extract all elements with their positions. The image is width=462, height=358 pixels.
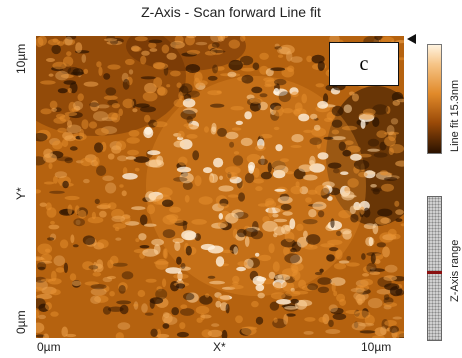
panel-label: c xyxy=(360,53,369,76)
pointer-marker-icon xyxy=(407,34,416,44)
x-axis-label: X* xyxy=(213,340,226,354)
scan-title: Z-Axis - Scan forward Line fit xyxy=(0,4,462,20)
x-axis-right-label: 10µm xyxy=(361,340,391,354)
color-scale-bar xyxy=(427,44,442,154)
y-axis-label: Y* xyxy=(14,187,28,200)
y-axis-top-label: 10µm xyxy=(14,44,28,74)
y-axis-bottom-label: 0µm xyxy=(14,310,28,334)
panel-label-box: c xyxy=(329,42,399,86)
z-range-label: Z-Axis range xyxy=(449,240,461,302)
x-axis-left-label: 0µm xyxy=(37,340,61,354)
color-scale-label: Line fit 15.3nm xyxy=(449,80,461,152)
z-range-marker[interactable] xyxy=(427,271,442,274)
z-range-slider[interactable] xyxy=(427,196,442,341)
